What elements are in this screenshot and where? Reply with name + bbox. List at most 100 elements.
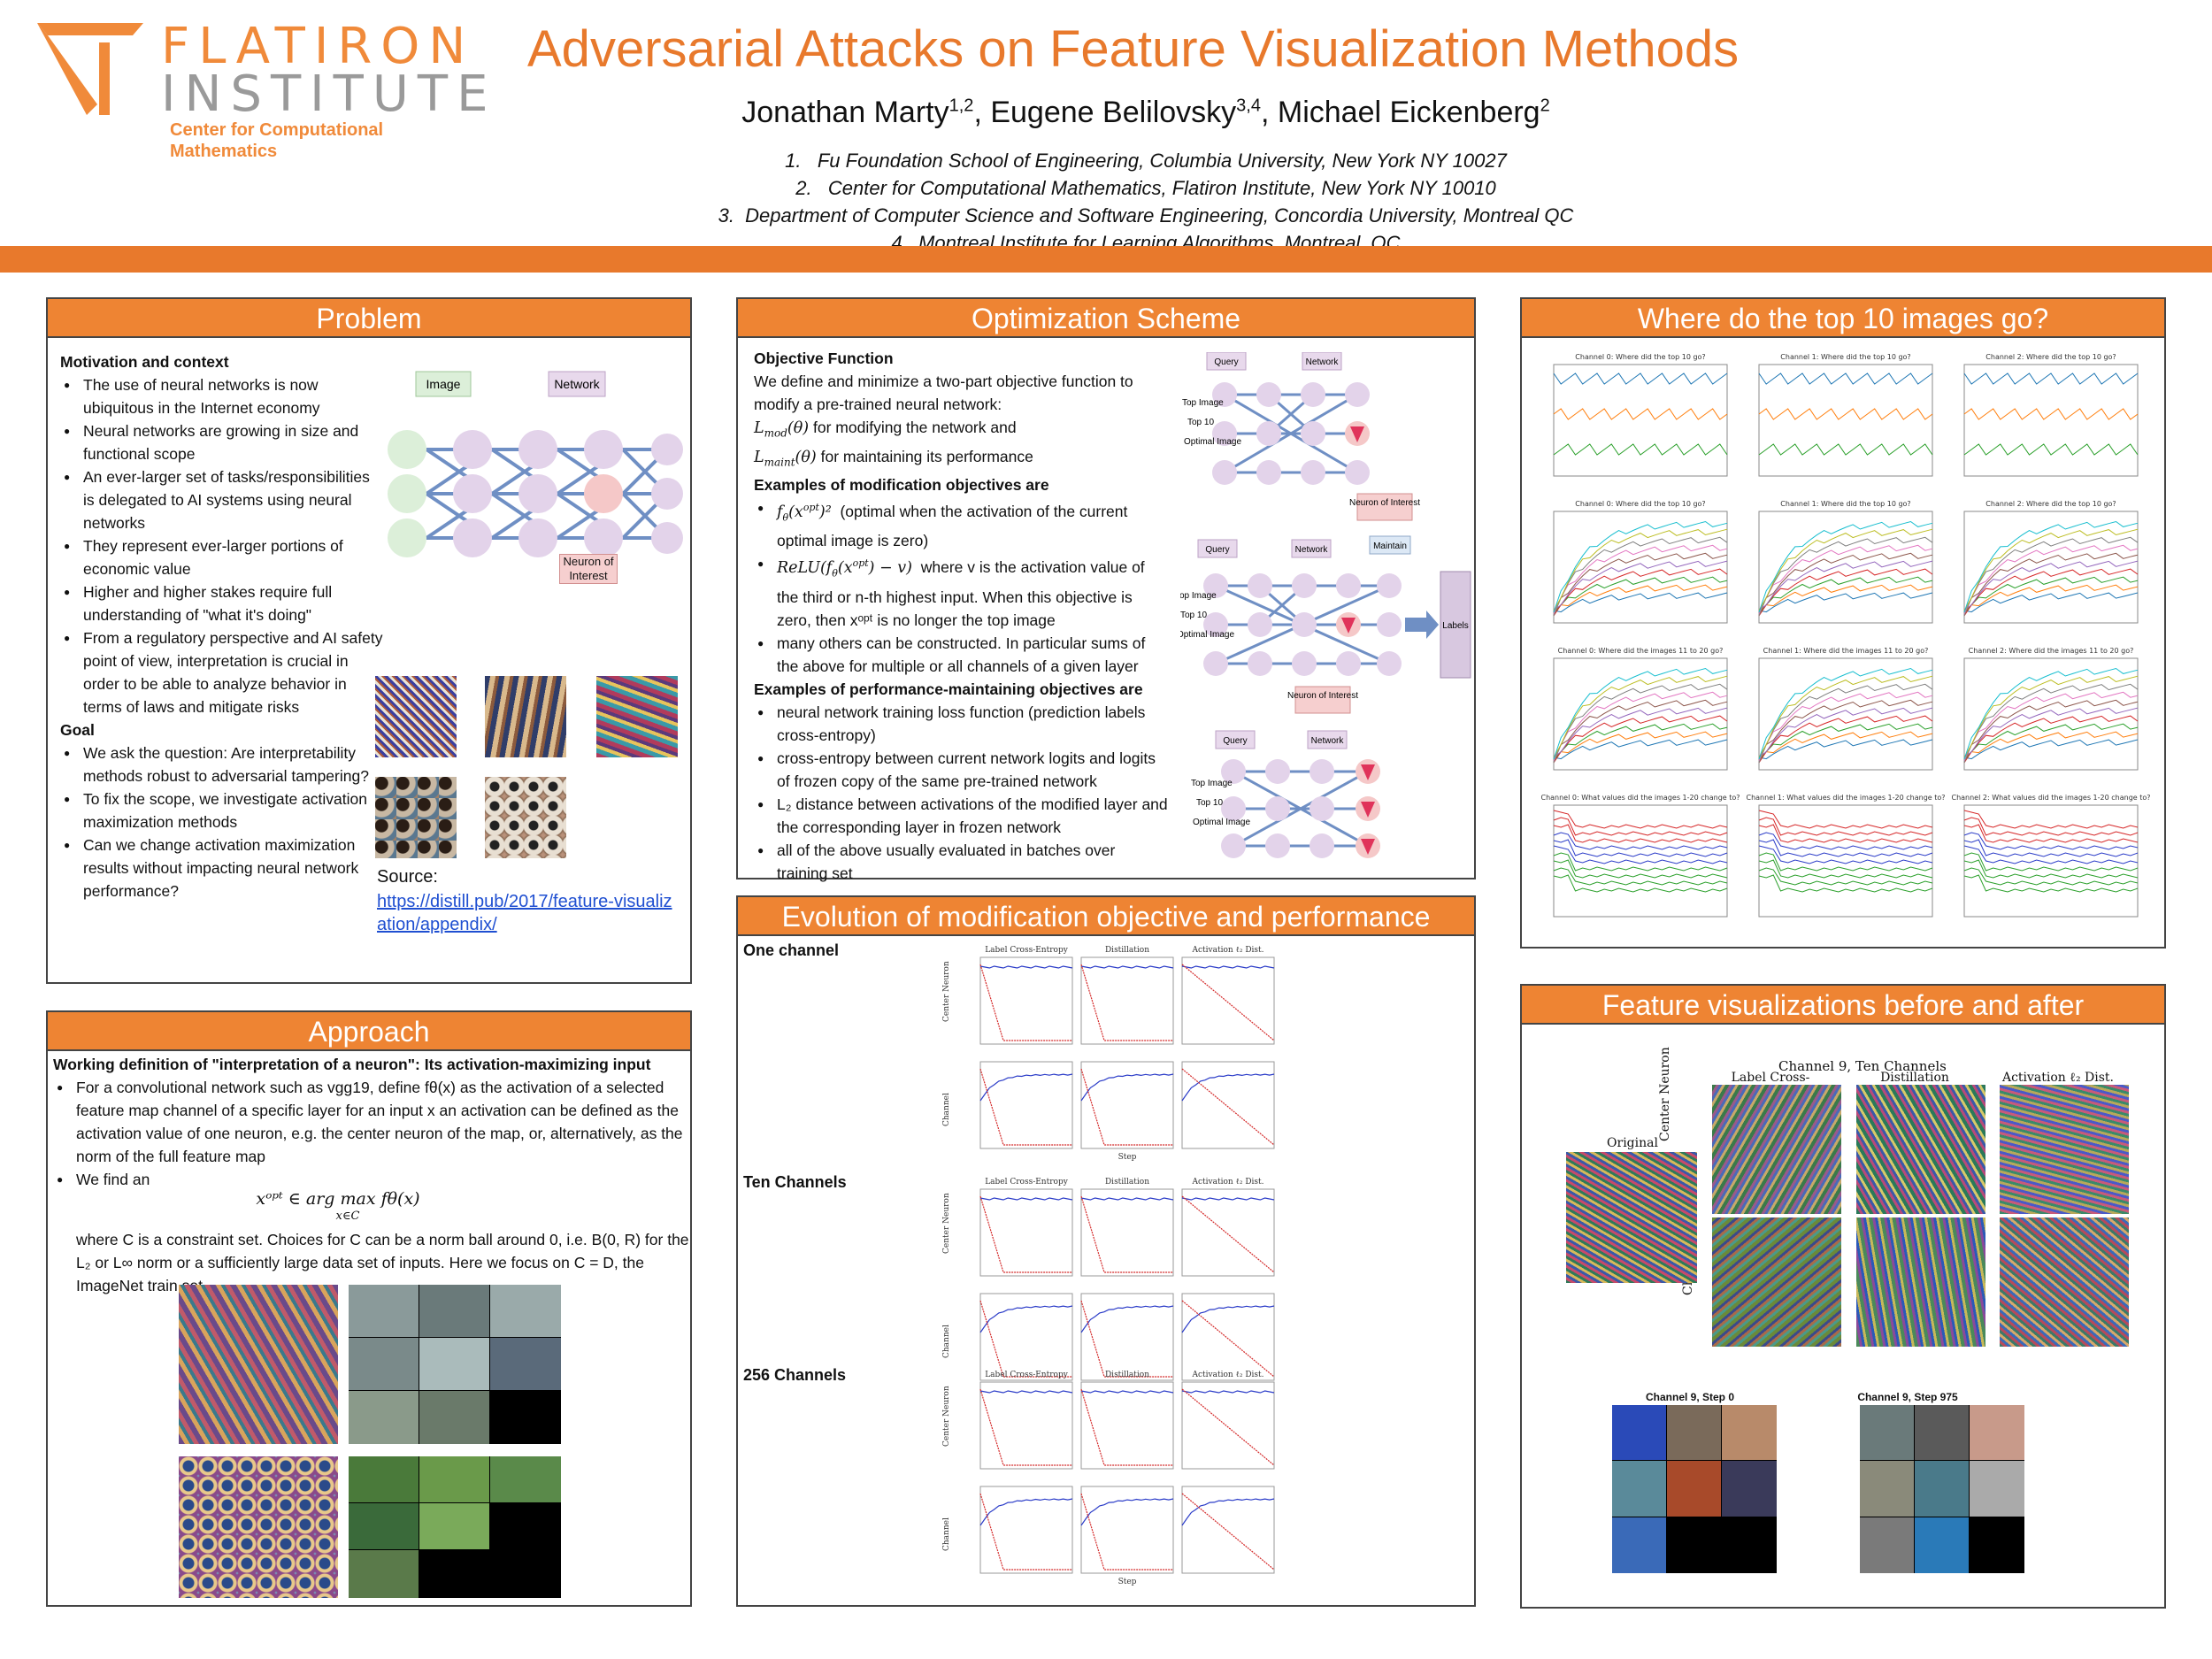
series-line — [979, 1197, 1073, 1201]
series-line — [1080, 1493, 1173, 1571]
subplot-title: Channel 0: Where did the top 10 go? — [1575, 353, 1705, 361]
series-line — [1080, 1197, 1174, 1201]
subplot-frame — [1963, 657, 2139, 771]
problem-text: Motivation and context The use of neural… — [48, 338, 384, 902]
neuron-of-interest-label: Neuron of Interest — [559, 554, 618, 584]
series-line — [1963, 723, 2139, 762]
diagram-network-label: Network — [554, 377, 600, 391]
list-item: They represent ever-larger portions of e… — [60, 534, 384, 580]
svg-text:Optimal Image: Optimal Image — [1184, 437, 1241, 447]
subplot-frame — [1181, 956, 1275, 1045]
subplot-title: Channel 1: Where did the top 10 go? — [1780, 353, 1910, 361]
series-line — [1553, 373, 1728, 385]
series-line — [1758, 443, 1933, 456]
series-line — [1553, 824, 1728, 843]
list-item: We find an — [53, 1168, 685, 1191]
feature-viz-image — [596, 676, 678, 757]
series-line — [1080, 1068, 1173, 1146]
evolution-heading: Evolution of modification objective and … — [738, 897, 1474, 936]
top10-panel: Where do the top 10 images go? Channel 0… — [1520, 297, 2166, 949]
svg-text:Top 10: Top 10 — [1180, 611, 1207, 620]
series-line — [1080, 965, 1174, 969]
series-line — [1553, 699, 1728, 760]
list-item: ReLU(fθ(xopt) − v) where v is the activa… — [754, 552, 1168, 631]
series-line — [1963, 839, 2139, 857]
series-line — [1963, 867, 2139, 886]
series-line — [1963, 536, 2139, 617]
subplot-frame — [1080, 1381, 1174, 1470]
series-line — [979, 1300, 1072, 1378]
subplot-frame — [1080, 1188, 1174, 1277]
subplot-row-label: Center Neuron — [942, 1193, 951, 1254]
series-line — [1553, 715, 1728, 764]
series-line — [1963, 707, 2139, 758]
featviz-original-label: Original — [1607, 1136, 1658, 1150]
author-list: Jonathan Marty1,2, Eugene Belilovsky3,4,… — [741, 96, 1550, 129]
svg-text:Optimal Image: Optimal Image — [1193, 818, 1250, 827]
series-line — [1963, 731, 2139, 760]
series-line — [1553, 560, 1728, 611]
featviz-row-label: Center Neuron — [1658, 1047, 1672, 1141]
subplot-frame — [979, 1188, 1073, 1277]
series-line — [1758, 560, 1933, 611]
series-line — [1181, 1390, 1275, 1394]
subplot-frame — [979, 1061, 1073, 1149]
goal-title: Goal — [60, 721, 95, 739]
series-line — [1963, 520, 2139, 613]
subplot-title: Channel 0: Where did the images 11 to 20… — [1558, 647, 1724, 655]
svg-text:Network: Network — [1306, 357, 1340, 367]
series-line — [1080, 1388, 1173, 1466]
evolution-figure: Label Cross-Entropy Distillation Activatio… — [942, 946, 1275, 1586]
subplot-col-title: Label Cross-Entropy — [985, 1371, 1069, 1379]
series-line — [1758, 552, 1933, 613]
svg-text:Top 10: Top 10 — [1196, 798, 1223, 808]
subplot-title: Channel 2: Where did the top 10 go? — [1985, 500, 2116, 508]
logo-word-institute: INSTITUTE — [161, 65, 497, 123]
series-line — [1963, 552, 2139, 613]
list-item: neural network training loss function (p… — [754, 701, 1168, 747]
series-line — [1758, 859, 1933, 879]
approach-text: Working definition of "interpretation of… — [48, 1051, 690, 1297]
subplot-frame — [1758, 804, 1933, 918]
series-line — [1758, 408, 1933, 420]
series-line — [1758, 810, 1933, 829]
series-line — [1080, 1073, 1174, 1102]
feature-viz-image — [2000, 1085, 2129, 1214]
subplot-frame — [979, 1486, 1073, 1574]
subplot-frame — [979, 1293, 1073, 1381]
subplot-frame — [1758, 511, 1933, 624]
series-line — [1553, 739, 1728, 760]
series-line — [1963, 739, 2139, 760]
featviz-col-label: Activation ℓ₂ Dist. — [2001, 1071, 2115, 1085]
subplot-frame — [1080, 1293, 1174, 1381]
series-line — [1553, 707, 1728, 758]
subplot-frame — [1553, 511, 1728, 624]
series-line — [1963, 699, 2139, 760]
series-line — [1553, 584, 1728, 613]
perf-list: neural network training loss function (p… — [754, 701, 1168, 885]
series-line — [979, 1493, 1072, 1571]
series-line — [1758, 874, 1933, 893]
author-affil: 1,2 — [949, 96, 974, 116]
goal-list: We ask the question: Are interpretabilit… — [60, 741, 384, 902]
approach-heading: Approach — [48, 1012, 690, 1051]
source-link[interactable]: https://distill.pub/2017/feature-visuali… — [377, 892, 672, 934]
featviz-panel: Feature visualizations before and after … — [1520, 984, 2166, 1609]
list-item: many others can be constructed. In parti… — [754, 632, 1168, 678]
series-line — [1963, 592, 2139, 613]
series-line — [1758, 536, 1933, 617]
series-line — [1963, 675, 2139, 758]
svg-text:Labels: Labels — [1442, 621, 1468, 631]
series-line — [1758, 373, 1933, 385]
series-line — [979, 964, 1072, 1041]
featviz-heading: Feature visualizations before and after — [1522, 986, 2164, 1025]
series-line — [1553, 832, 1728, 850]
series-line — [1758, 699, 1933, 760]
header-divider-bar — [0, 246, 2212, 273]
motivation-list: The use of neural networks is now ubiqui… — [60, 373, 384, 718]
lmod-line: Lmod(θ) for modifying the network and — [754, 419, 1017, 440]
series-line — [1553, 528, 1728, 611]
subplot-frame — [1080, 1061, 1174, 1149]
subplot-frame — [1553, 657, 1728, 771]
series-line — [1963, 408, 2139, 420]
